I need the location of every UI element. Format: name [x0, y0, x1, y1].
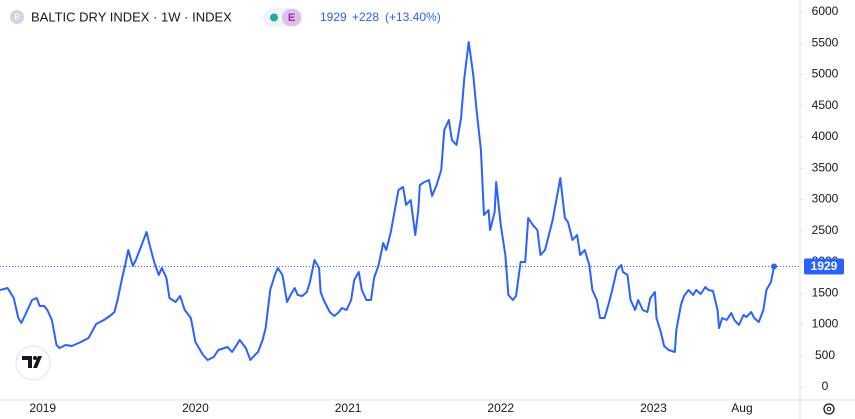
x-tick-label: 2020 [182, 401, 209, 415]
y-tick-label: 1500 [812, 285, 839, 299]
x-tick-label: 2023 [640, 401, 667, 415]
header: B BALTIC DRY INDEX · 1W · INDEX E 1929 +… [10, 8, 441, 27]
settings-button[interactable] [823, 403, 835, 415]
x-tick-label: 2021 [335, 401, 362, 415]
plot-area [0, 41, 800, 361]
line [0, 41, 776, 361]
y-tick-label: 0 [822, 379, 829, 393]
symbol-icon [10, 10, 24, 24]
y-tick-label: 1000 [812, 317, 839, 331]
y-tick-label: 5500 [812, 35, 839, 49]
change: +228 [352, 10, 379, 24]
y-tick-label: 3500 [812, 160, 839, 174]
badge-pill [282, 9, 301, 26]
x-tick-label: 2022 [487, 401, 514, 415]
last-value-label: 1929 [811, 259, 838, 273]
y-tick-label: 5000 [812, 67, 839, 81]
x-tick-label: 2019 [29, 401, 56, 415]
last-value: 1929 [320, 10, 347, 24]
y-tick-label: 4500 [812, 98, 839, 112]
tv-logo[interactable] [15, 345, 51, 381]
y-tick-label: 4000 [812, 129, 839, 143]
y-tick-label: 3000 [812, 192, 839, 206]
y-tick-label: 2500 [812, 223, 839, 237]
y-tick-label: 500 [815, 348, 835, 362]
status-dot [270, 13, 278, 22]
x-tick-label: Aug [731, 401, 752, 415]
badge[interactable]: E [288, 12, 295, 24]
chart-title: BALTIC DRY INDEX · 1W · INDEX [31, 9, 232, 24]
change-percent: (+13.40%) [385, 10, 441, 24]
y-tick-label: 6000 [812, 4, 839, 18]
symbol-icon-letter: B [14, 13, 19, 22]
last-point [771, 263, 778, 270]
last-value-box [804, 258, 844, 275]
